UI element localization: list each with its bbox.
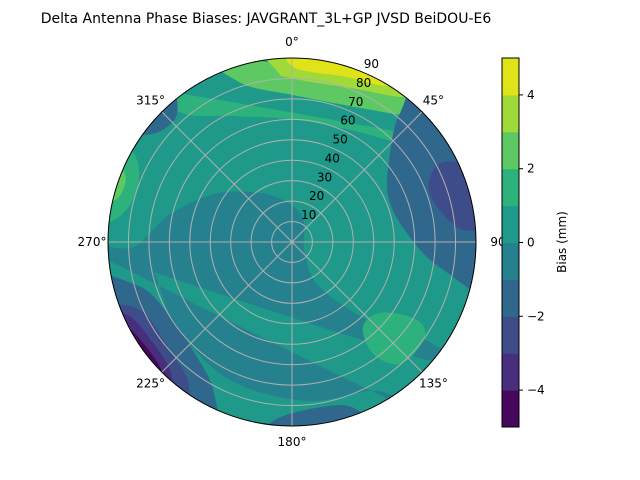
radial-tick-label: 30	[317, 170, 332, 184]
radial-tick-label: 20	[309, 189, 324, 203]
colorbar-band	[502, 390, 519, 428]
radial-tick-label: 60	[340, 114, 355, 128]
angle-tick-label: 45°	[423, 94, 444, 108]
angular-gridline	[161, 241, 293, 373]
colorbar-band	[502, 205, 519, 243]
polar-boundary	[107, 57, 477, 427]
angle-tick-label: 225°	[136, 376, 165, 390]
colorbar-band	[502, 131, 519, 170]
colorbar-band	[502, 242, 519, 280]
colorbar-band	[502, 94, 519, 133]
angle-tick-label: 135°	[419, 376, 448, 390]
radial-tick-label: 70	[348, 95, 363, 109]
colorbar-tick-label: −4	[527, 383, 545, 397]
colorbar-tick-label: −2	[527, 309, 545, 323]
colorbar-label: Bias (mm)	[555, 211, 569, 273]
colorbar-tick-label: 2	[527, 162, 535, 176]
colorbar-band	[502, 58, 519, 96]
radial-tick-label: 10	[301, 208, 316, 222]
colorbar-band	[502, 168, 519, 207]
contour-region	[362, 312, 426, 365]
colorbar-band	[502, 353, 519, 391]
angle-tick-label: 270°	[78, 235, 107, 249]
colorbar-tick-label: 0	[527, 236, 535, 250]
angular-gridline	[161, 111, 293, 243]
chart-title: Delta Antenna Phase Biases: JAVGRANT_3L+…	[41, 11, 492, 27]
colorbar-band	[502, 279, 519, 317]
angular-gridline	[291, 241, 423, 373]
radial-tick-label: 50	[332, 133, 347, 147]
angle-tick-label: 0°	[285, 35, 299, 49]
radial-tick-label: 90	[364, 57, 379, 71]
angle-tick-label: 180°	[278, 435, 307, 449]
colorbar-tick-label: 4	[527, 88, 535, 102]
angle-tick-label: 315°	[136, 94, 165, 108]
radial-tick-label: 40	[325, 151, 340, 165]
colorbar-band	[502, 316, 519, 354]
radial-tick-label: 80	[356, 76, 371, 90]
angular-gridline	[291, 111, 423, 243]
